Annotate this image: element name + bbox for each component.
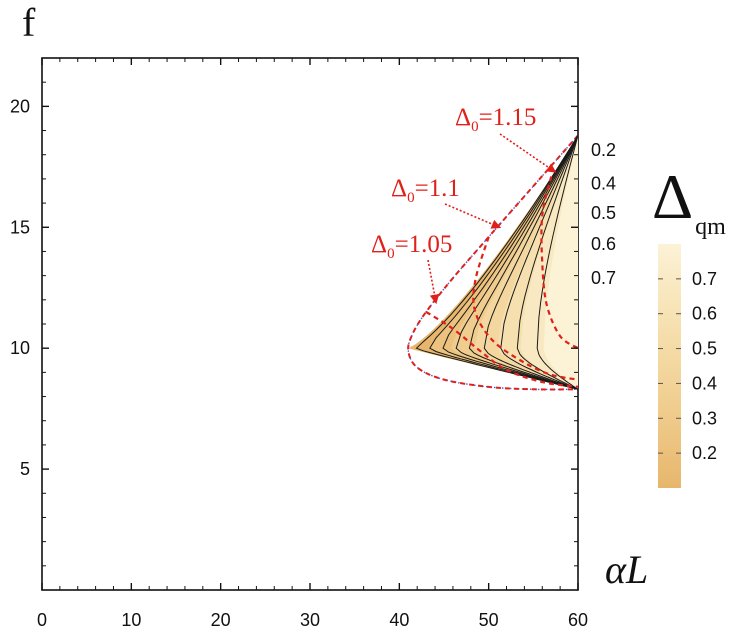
colorbar-title-sub: qm <box>695 214 726 240</box>
contour-level-label-0.5: 0.5 <box>591 203 616 223</box>
annotation-delta0-1: Δ0=1.1 <box>391 175 460 206</box>
colorbar: Δqm 0.7 0.6 0.5 0.4 0.3 0.2 <box>652 161 726 488</box>
y-tick-label-10: 10 <box>10 338 30 358</box>
colorbar-tick-label-0.2: 0.2 <box>692 443 717 463</box>
colorbar-tick-label-0.7: 0.7 <box>692 269 717 289</box>
annotation-delta0-2: Δ0=1.05 <box>371 231 452 262</box>
x-tick-label-0: 0 <box>37 610 47 630</box>
colorbar-title: Δqm <box>652 161 726 240</box>
contour-level-label-0.7: 0.7 <box>591 268 616 288</box>
axis-ticks: 0 10 20 30 40 50 60 5 10 15 20 <box>10 57 588 630</box>
annotations: Δ0=1.15 Δ0=1.1 Δ0=1.05 <box>371 104 557 305</box>
y-tick-label-15: 15 <box>10 217 30 237</box>
contour-line-3 <box>455 135 578 390</box>
contour-line-6 <box>500 135 578 390</box>
colorbar-tick-label-0.3: 0.3 <box>692 408 717 428</box>
colorbar-tick-label-0.5: 0.5 <box>692 339 717 359</box>
x-axis-label: αL <box>605 547 648 592</box>
solid-contour-lines <box>415 135 578 390</box>
region-band-6 <box>543 135 578 390</box>
contour-line-4 <box>468 135 578 390</box>
dashed-contour-0 <box>425 310 578 388</box>
colorbar-ticks: 0.7 0.6 0.5 0.4 0.3 0.2 <box>658 269 717 463</box>
y-tick-label-5: 5 <box>20 459 30 479</box>
y-tick-label-20: 20 <box>10 96 30 116</box>
x-tick-label-10: 10 <box>121 610 141 630</box>
dashed-contour-1 <box>472 236 578 381</box>
x-tick-label-20: 20 <box>211 610 231 630</box>
colorbar-tick-label-0.4: 0.4 <box>692 373 717 393</box>
annotation-arrow-1 <box>444 203 502 229</box>
annotation-arrow-0 <box>499 133 557 173</box>
x-tick-label-50: 50 <box>479 610 499 630</box>
colorbar-title-main: Δ <box>652 161 693 232</box>
contour-level-labels: 0.2 0.4 0.5 0.6 0.7 <box>591 140 616 288</box>
x-tick-label-60: 60 <box>568 610 588 630</box>
contour-level-label-0.2: 0.2 <box>591 140 616 160</box>
contour-line-7 <box>516 135 578 390</box>
colorbar-tick-label-0.6: 0.6 <box>692 304 717 324</box>
contour-line-8 <box>536 135 578 390</box>
contour-line-2 <box>442 135 578 390</box>
contour-level-label-0.4: 0.4 <box>591 174 616 194</box>
dashed-contour-lines <box>425 176 578 388</box>
contour-line-1 <box>429 135 578 390</box>
x-tick-label-30: 30 <box>300 610 320 630</box>
colorbar-gradient <box>658 244 681 488</box>
annotation-delta0-0: Δ0=1.15 <box>455 104 536 135</box>
x-tick-label-40: 40 <box>389 610 409 630</box>
dashed-contour-2 <box>540 176 578 350</box>
contour-level-label-0.6: 0.6 <box>591 234 616 254</box>
y-axis-label: f <box>22 0 36 45</box>
contour-line-5 <box>483 135 578 390</box>
annotation-arrow-2 <box>427 259 440 305</box>
